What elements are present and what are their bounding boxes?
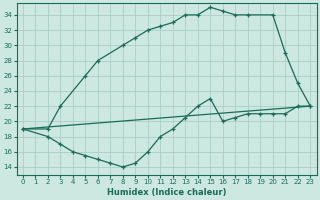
X-axis label: Humidex (Indice chaleur): Humidex (Indice chaleur) [107,188,226,197]
